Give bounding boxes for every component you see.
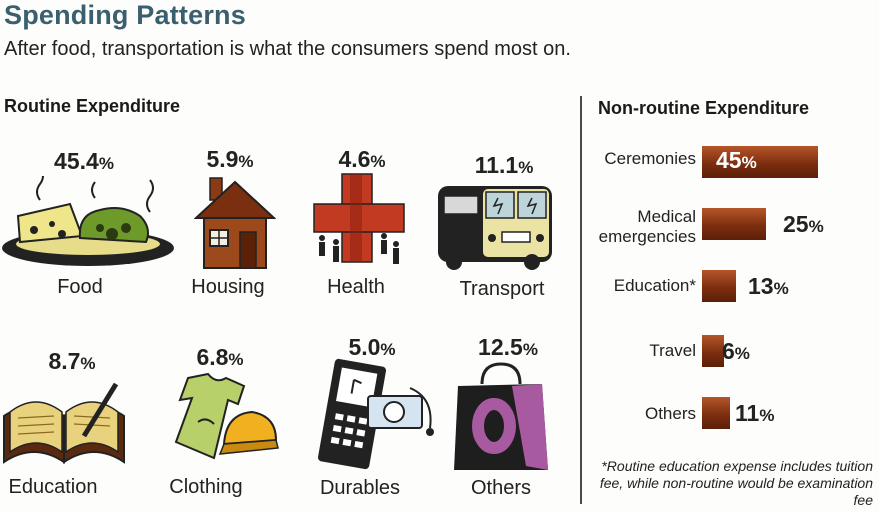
non-routine-value-education: 13% [748, 273, 789, 299]
non-routine-label-ceremonies: Ceremonies [604, 149, 696, 168]
routine-label-food: Food [57, 276, 103, 298]
non-routine-label-others: Others [644, 404, 696, 423]
section-divider [580, 96, 582, 504]
routine-label-clothing: Clothing [169, 476, 243, 498]
routine-value-health: 4.6% [338, 146, 386, 172]
food-plate-icon [2, 176, 174, 266]
footnote: *Routine education expense includes tuit… [599, 458, 873, 508]
shirt-cap-icon [174, 372, 279, 460]
page-subtitle: After food, transportation is what the c… [4, 38, 571, 60]
non-routine-value-ceremonies: 45% [716, 147, 757, 173]
book-icon [3, 382, 125, 464]
phone-camera-icon [317, 358, 434, 470]
non-routine-bar-medical [702, 208, 767, 240]
shopping-bag-icon [454, 362, 548, 470]
house-icon [194, 177, 276, 269]
routine-value-housing: 5.9% [206, 146, 254, 172]
routine-value-transport: 11.1% [474, 152, 534, 178]
non-routine-bar-travel [702, 335, 724, 367]
routine-value-education: 8.7% [48, 348, 96, 374]
routine-label-others: Others [470, 477, 532, 499]
routine-value-others: 12.5% [478, 334, 538, 360]
non-routine-label-education: Education* [613, 276, 696, 295]
routine-label-health: Health [327, 276, 385, 298]
routine-heading: Routine Expenditure [4, 96, 181, 116]
routine-value-durables: 5.0% [348, 334, 396, 360]
routine-label-education: Education [8, 476, 98, 498]
routine-value-food: 45.4% [54, 148, 114, 174]
non-routine-value-medical: 25% [783, 211, 824, 237]
non-routine-bar-ceremonies [702, 146, 818, 178]
non-routine-label-medical: Medical emergencies [598, 207, 696, 246]
non-routine-bar-others [702, 397, 731, 429]
page-title: Spending Patterns [4, 0, 246, 30]
routine-label-transport: Transport [459, 278, 545, 300]
bus-icon [438, 186, 552, 270]
non-routine-label-travel: Travel [649, 341, 696, 360]
routine-value-clothing: 6.8% [196, 344, 244, 370]
non-routine-bar-education [702, 270, 736, 302]
health-cross-icon [313, 173, 405, 264]
routine-label-durables: Durables [319, 477, 401, 499]
non-routine-heading: Non-routine Expenditure [598, 98, 809, 118]
routine-label-housing: Housing [191, 276, 265, 298]
non-routine-value-travel: 6% [722, 338, 750, 364]
non-routine-value-others: 11% [735, 400, 775, 426]
